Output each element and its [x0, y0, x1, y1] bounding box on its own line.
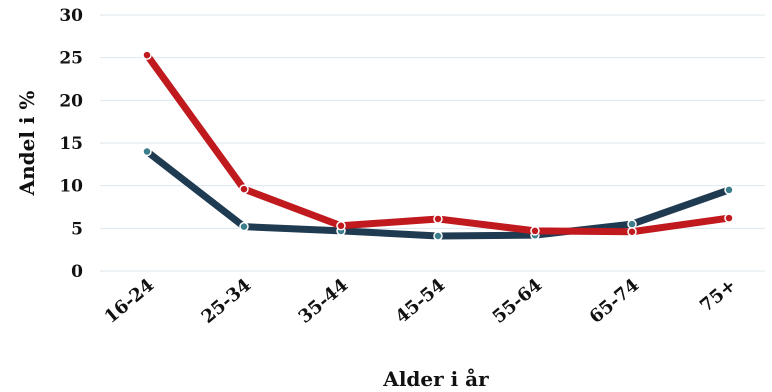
x-tick-label: 45-54 — [392, 275, 450, 328]
data-point — [142, 50, 152, 60]
x-axis-ticks: 16-24 25-34 35-44 45-54 55-64 65-74 75+ — [101, 275, 741, 328]
y-tick-label: 10 — [59, 177, 83, 197]
data-point — [627, 219, 637, 229]
data-point — [239, 221, 249, 232]
data-point — [627, 226, 637, 237]
data-point — [336, 221, 346, 231]
x-tick-label: 25-34 — [198, 275, 256, 328]
y-tick-label: 5 — [71, 219, 83, 239]
y-tick-label: 25 — [59, 49, 83, 69]
x-tick-label: 65-74 — [586, 275, 644, 328]
y-tick-label: 30 — [59, 6, 83, 26]
data-point — [239, 184, 249, 194]
x-axis-title: Alder i år — [382, 367, 489, 391]
x-tick-label: 16-24 — [101, 275, 159, 328]
series-lines — [142, 50, 734, 241]
y-tick-label: 0 — [71, 262, 83, 282]
y-axis-title: Andel i % — [15, 91, 39, 197]
data-point — [724, 185, 734, 195]
y-tick-label: 20 — [59, 91, 83, 111]
y-tick-label: 15 — [59, 134, 83, 154]
x-tick-label: 55-64 — [489, 275, 547, 328]
x-tick-label: 75+ — [696, 275, 740, 317]
x-tick-label: 35-44 — [295, 275, 353, 328]
data-point — [433, 214, 443, 224]
data-point — [530, 226, 540, 236]
data-point — [142, 146, 152, 157]
data-point — [724, 213, 734, 223]
data-point — [433, 231, 443, 241]
y-axis-ticks: 0 5 10 15 20 25 30 — [59, 6, 83, 282]
